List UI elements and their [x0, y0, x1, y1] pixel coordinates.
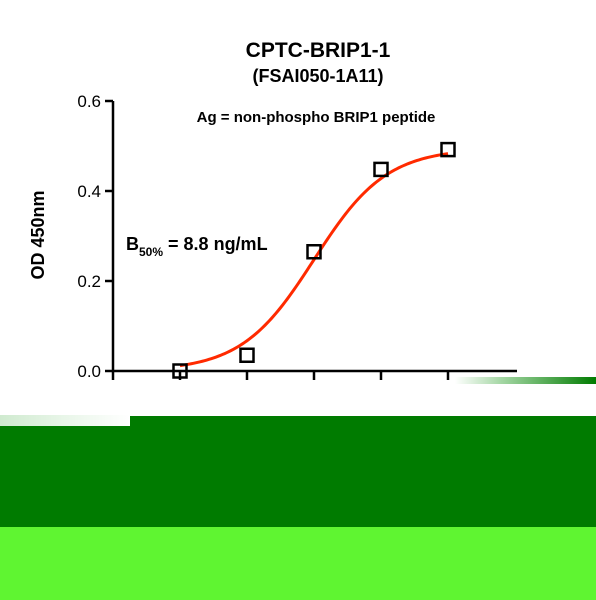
green-strip-top: [455, 377, 596, 384]
green-fade-left: [0, 415, 130, 427]
data-point-4: [440, 141, 456, 158]
y-tick-label-3: 0.6: [77, 92, 101, 111]
data-markers: [172, 141, 456, 379]
b50-label-rest: = 8.8 ng/mL: [163, 234, 268, 254]
b50-label-sub: 50%: [139, 245, 163, 259]
data-point-1: [239, 347, 255, 363]
fit-curve: [179, 152, 449, 368]
chart-title: CPTC-BRIP1-1: [246, 39, 391, 62]
green-band-light: [0, 527, 596, 600]
data-point-0: [172, 363, 188, 379]
y-tick-label-2: 0.4: [77, 182, 101, 201]
green-band-dark: [0, 426, 596, 527]
green-band-top-edge: [130, 416, 596, 427]
y-tick-label-1: 0.2: [77, 272, 101, 291]
b50-annotation: B50% = 8.8 ng/mL: [126, 234, 268, 259]
chart-annotation: Ag = non-phospho BRIP1 peptide: [197, 109, 436, 126]
data-point-2: [306, 244, 322, 260]
y-tick-label-0: 0.0: [77, 362, 101, 381]
chart-subtitle: (FSAI050-1A11): [252, 66, 383, 86]
b50-label-main: B: [126, 234, 139, 254]
y-axis-label: OD 450nm: [28, 190, 48, 279]
x-ticks: [111, 371, 450, 380]
y-ticks: 0.0 0.2 0.4 0.6: [77, 92, 113, 381]
data-point-3: [373, 161, 389, 178]
